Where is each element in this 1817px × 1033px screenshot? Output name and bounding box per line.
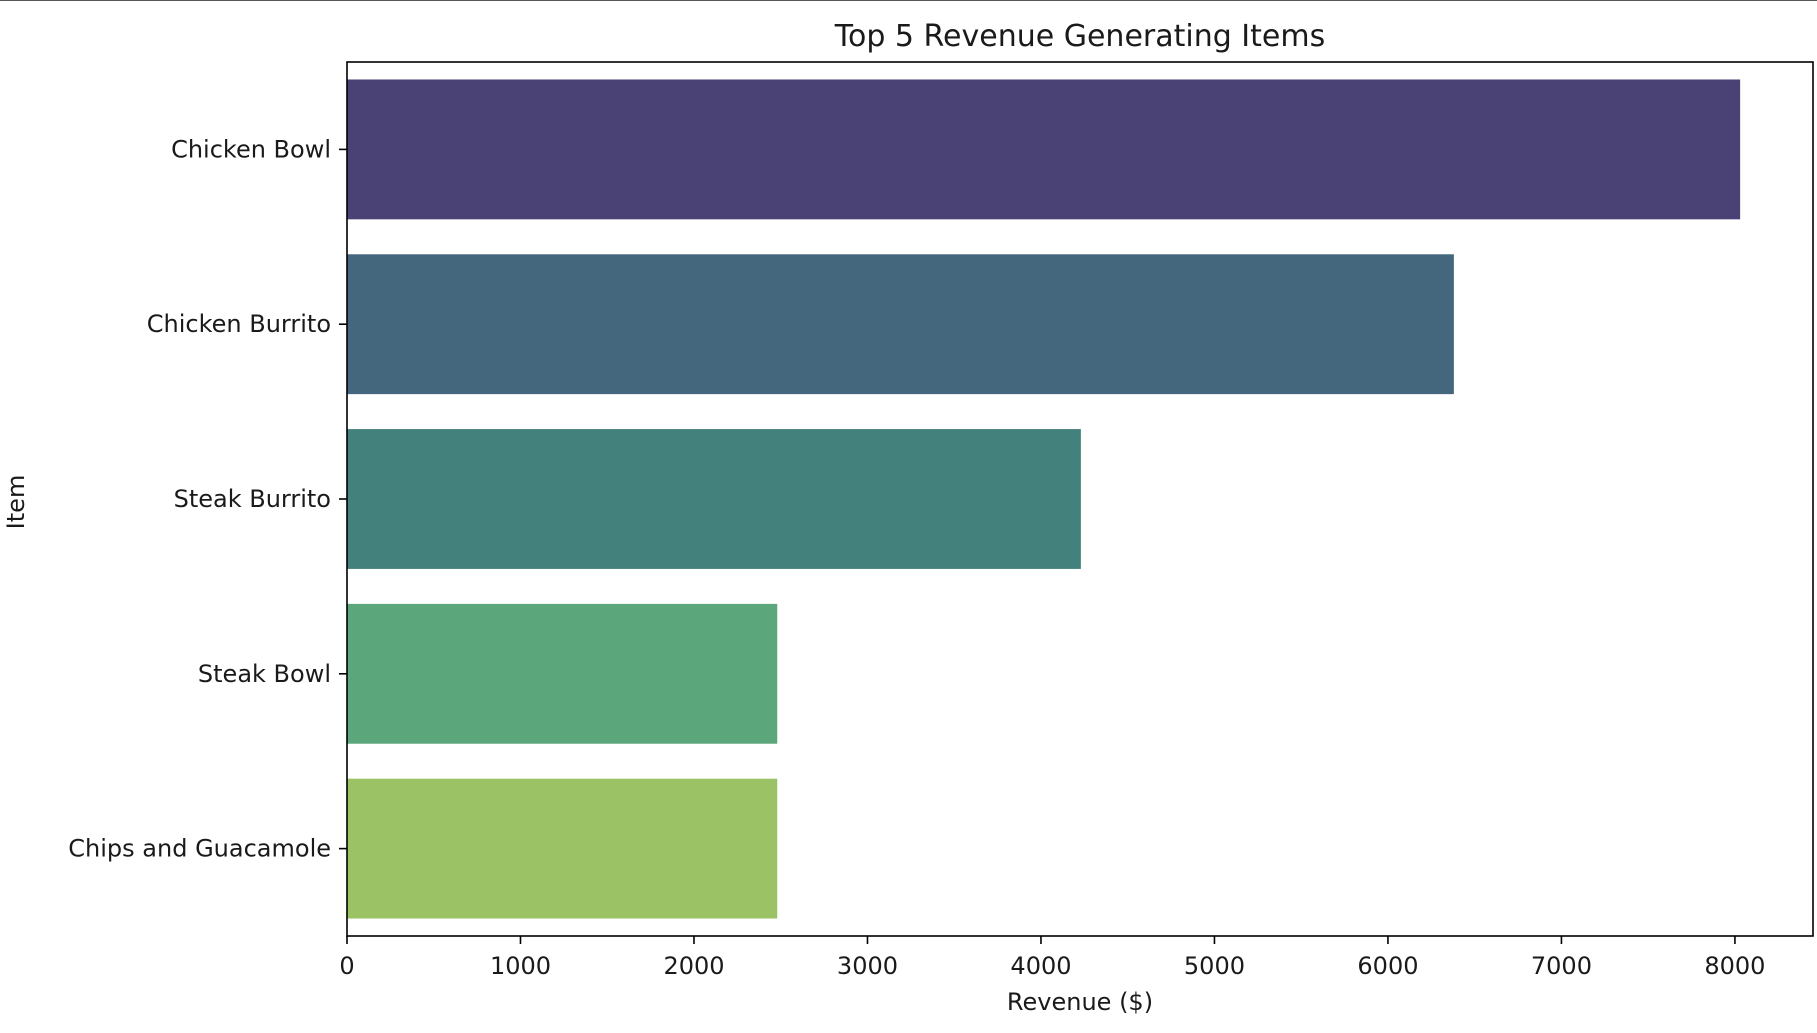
y-tick-label: Steak Burrito (174, 485, 331, 513)
x-axis-ticks: 0 1000 2000 3000 4000 5000 6000 7000 8000 (339, 936, 1765, 980)
x-tick-label: 8000 (1704, 952, 1765, 980)
y-tick-label: Chicken Burrito (147, 310, 331, 338)
y-axis-label: Item (2, 475, 30, 530)
x-tick-label: 2000 (663, 952, 724, 980)
bar-chips-and-guacamole (347, 778, 778, 919)
chart-title: Top 5 Revenue Generating Items (834, 19, 1325, 54)
x-axis-label: Revenue ($) (1007, 988, 1153, 1016)
plot-area-frame (346, 61, 1814, 937)
y-tick-label: Steak Bowl (198, 660, 331, 688)
x-tick-label: 1000 (490, 952, 551, 980)
x-tick-label: 4000 (1010, 952, 1071, 980)
bars-layer (347, 79, 1741, 919)
x-tick-label: 0 (339, 952, 354, 980)
y-axis-ticks: Chicken Bowl Chicken Burrito Steak Burrito… (68, 135, 347, 863)
y-tick-label: Chicken Bowl (171, 135, 331, 163)
y-tick-label: Chips and Guacamole (68, 835, 331, 863)
x-tick-label: 3000 (837, 952, 898, 980)
bar-steak-burrito (347, 429, 1081, 569)
bar-chicken-burrito (347, 254, 1454, 395)
x-tick-label: 7000 (1531, 952, 1592, 980)
x-tick-label: 5000 (1184, 952, 1245, 980)
bar-steak-bowl (347, 603, 778, 744)
bar-chicken-bowl (347, 79, 1741, 220)
x-tick-label: 6000 (1357, 952, 1418, 980)
